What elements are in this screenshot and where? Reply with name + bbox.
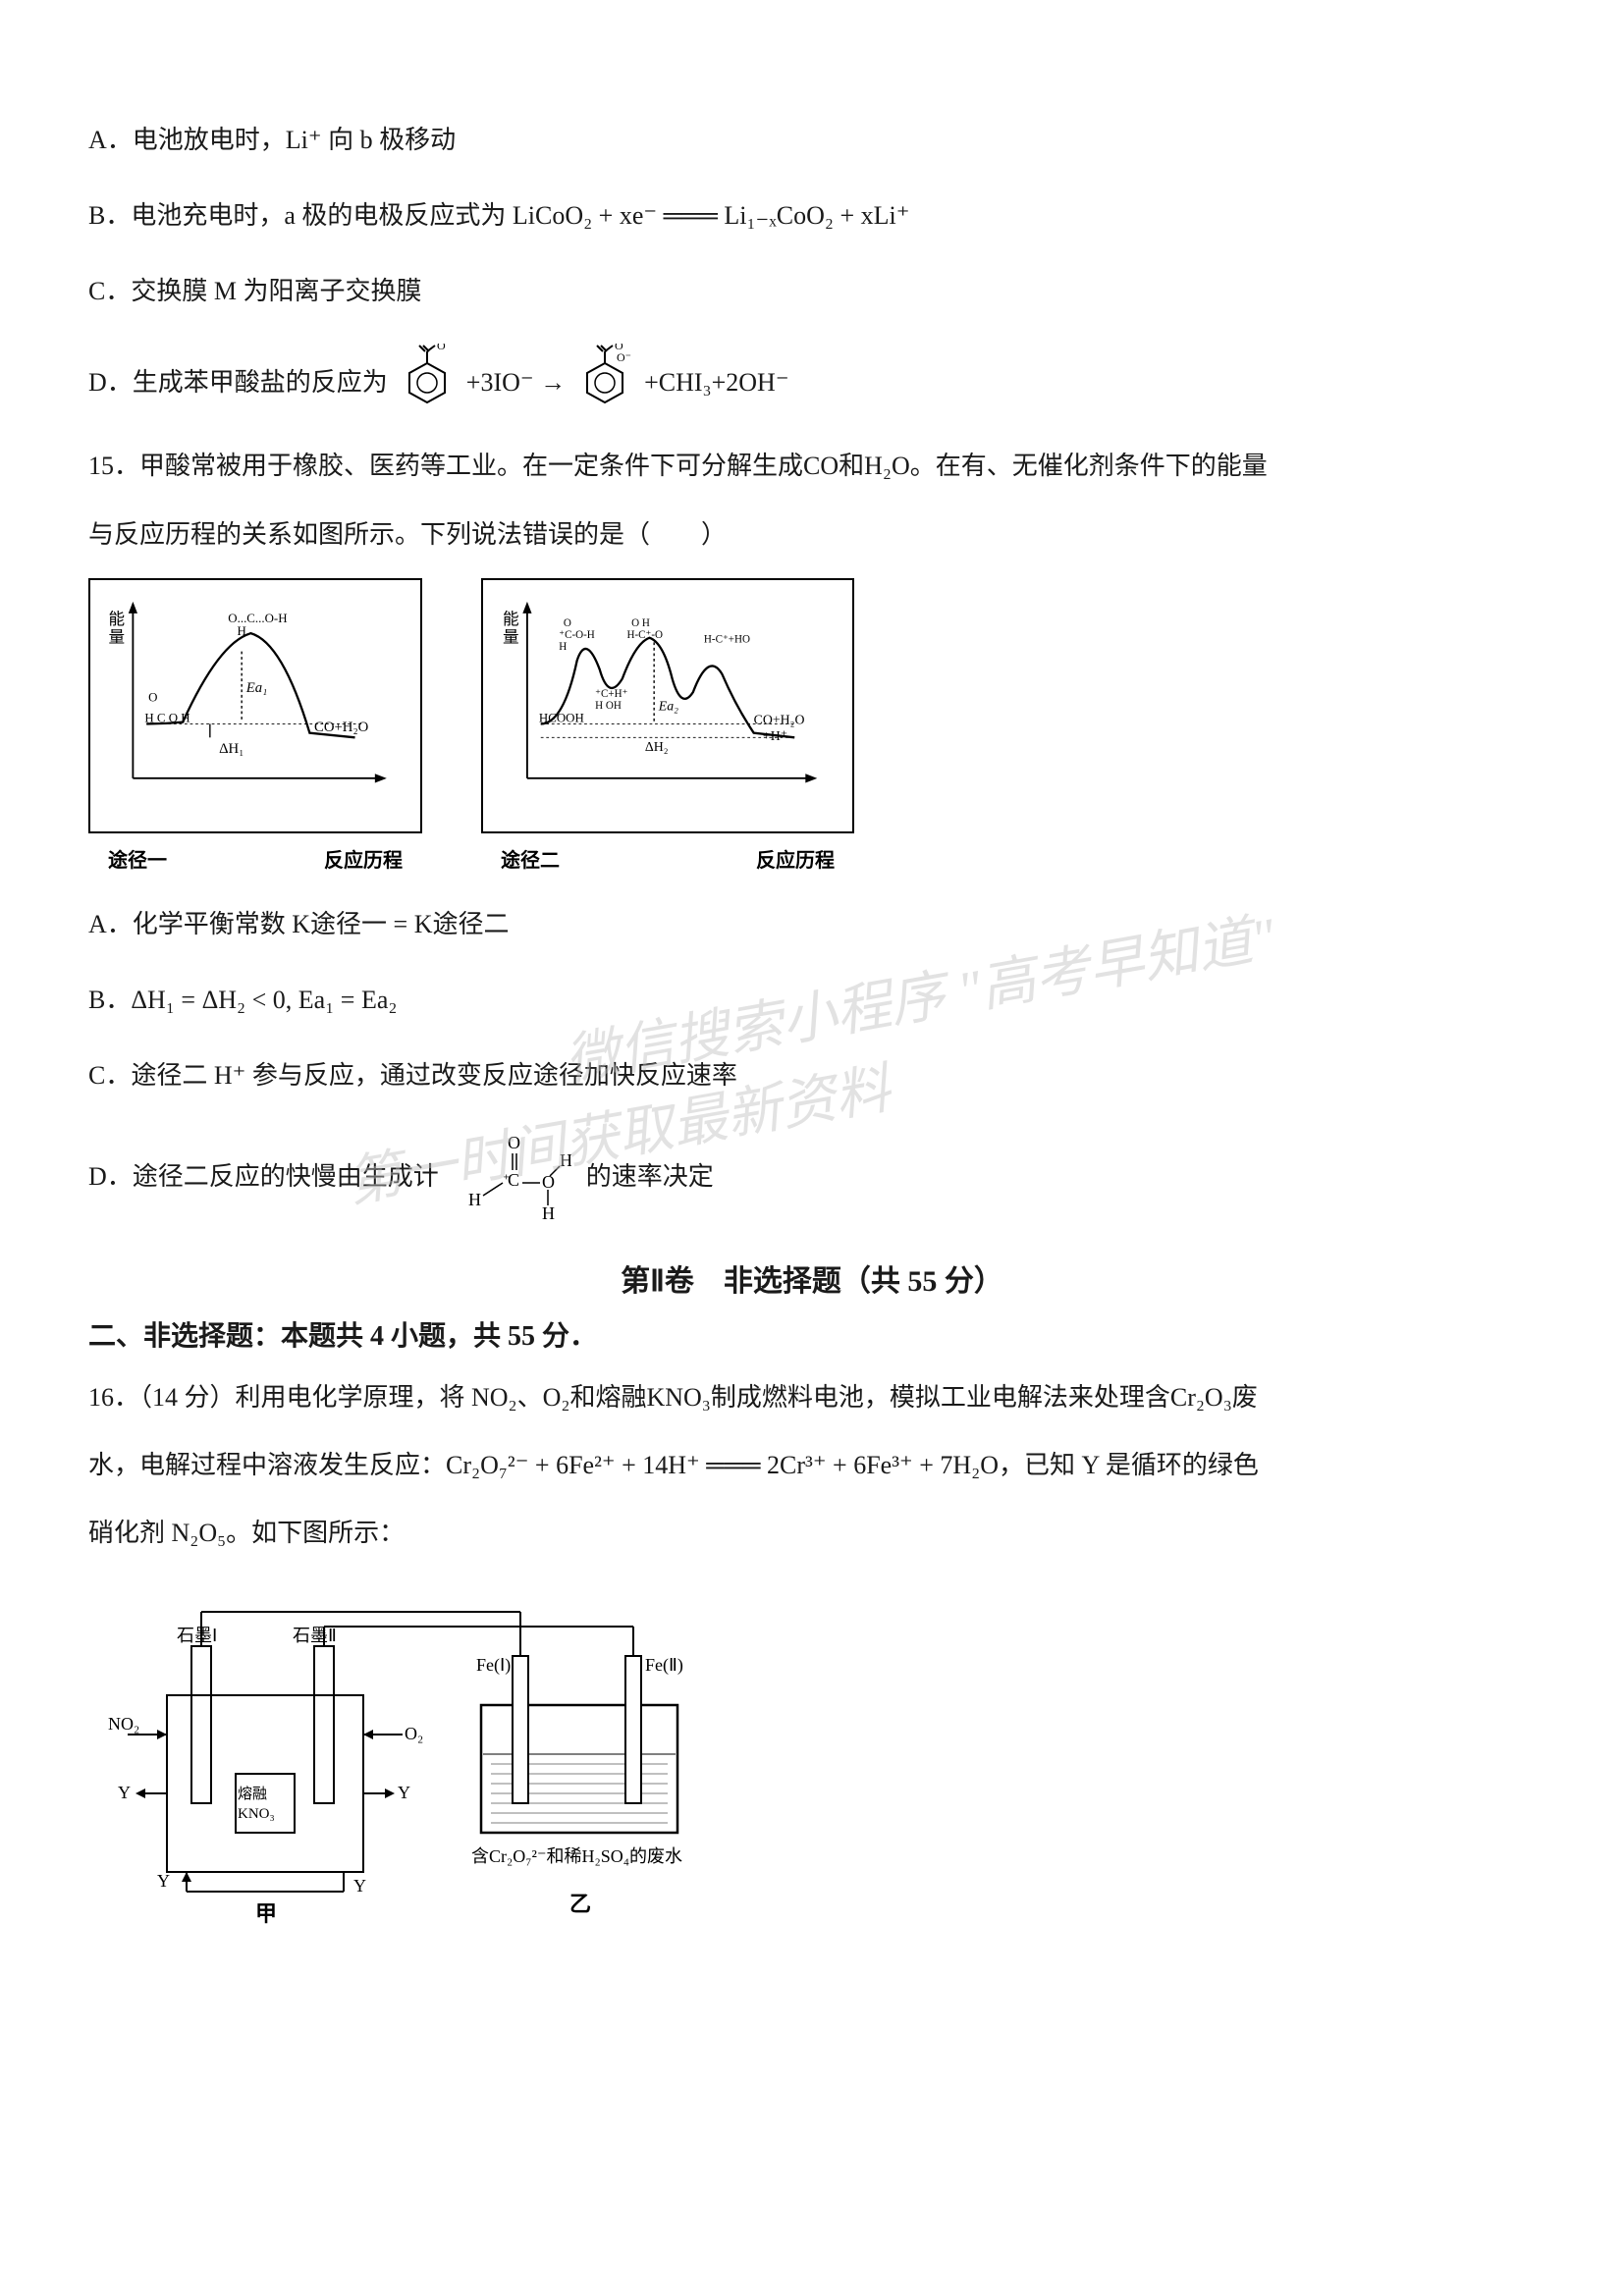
electrolysis-diagram: 石墨Ⅰ 石墨Ⅱ 熔融 KNO₃ NO₂ O₂ Y Y Y Y 甲 bbox=[88, 1577, 1536, 1936]
question-16-line2: 水，电解过程中溶液发生反应：Cr₂O₇²⁻ + 6Fe²⁺ + 14H⁺ ═══… bbox=[88, 1441, 1536, 1489]
svg-text:O: O bbox=[437, 344, 446, 352]
option-14d-prefix: D．生成苯甲酸盐的反应为 bbox=[88, 360, 388, 406]
svg-text:乙: 乙 bbox=[569, 1892, 591, 1916]
intermediate-structure-icon: O C ⁺ H O H H bbox=[454, 1129, 571, 1227]
svg-text:ΔH₁: ΔH₁ bbox=[219, 741, 244, 757]
question-16-line1: 16．（14 分）利用电化学原理，将 NO₂、O₂和熔融KNO₃制成燃料电池，模… bbox=[88, 1373, 1536, 1421]
svg-text:H: H bbox=[559, 641, 567, 653]
question-15-stem1: 15．甲酸常被用于橡胶、医药等工业。在一定条件下可分解生成CO和H₂O。在有、无… bbox=[88, 442, 1536, 490]
svg-text:O: O bbox=[564, 617, 571, 629]
svg-text:H-C⁺+HO: H-C⁺+HO bbox=[704, 634, 750, 646]
svg-text:熔融: 熔融 bbox=[238, 1786, 267, 1802]
energy-diagram-2-svg: 能 量 O ⁺C-O-H H O H H-C⁺-O H-C⁺+HO ⁺C+H⁺ … bbox=[481, 578, 854, 833]
benzene-structure-2-icon: O O⁻ bbox=[566, 344, 644, 422]
svg-text:+H⁺: +H⁺ bbox=[763, 728, 787, 743]
svg-text:量: 量 bbox=[503, 628, 519, 647]
svg-text:NO₂: NO₂ bbox=[108, 1714, 139, 1734]
svg-text:O: O bbox=[148, 690, 157, 705]
svg-text:H: H bbox=[560, 1150, 571, 1170]
svg-text:O: O bbox=[508, 1133, 520, 1152]
svg-text:⁺: ⁺ bbox=[503, 1173, 510, 1188]
svg-text:HCOOH: HCOOH bbox=[539, 711, 584, 725]
svg-text:O₂: O₂ bbox=[405, 1724, 423, 1743]
svg-text:Fe(Ⅱ): Fe(Ⅱ) bbox=[645, 1655, 683, 1676]
svg-text:ΔH₂: ΔH₂ bbox=[645, 739, 669, 754]
option-14d: D．生成苯甲酸盐的反应为 O +3IO⁻ → O O⁻ +CHI₃+2OH⁻ bbox=[88, 344, 1536, 422]
section-2-subtitle: 二、非选择题：本题共 4 小题，共 55 分． bbox=[88, 1314, 1536, 1354]
svg-text:O: O bbox=[542, 1172, 555, 1192]
svg-text:O H: O H bbox=[631, 617, 650, 629]
option-14d-mid: +3IO⁻ → bbox=[466, 360, 566, 406]
option-14b-text: B．电池充电时，a 极的电极反应式为 LiCoO bbox=[88, 201, 583, 230]
option-14c: C．交换膜 M 为阳离子交换膜 bbox=[88, 269, 1536, 315]
option-15a: A．化学平衡常数 K途径一 = K途径二 bbox=[88, 902, 1536, 948]
svg-text:Y: Y bbox=[353, 1876, 366, 1896]
energy-diagram-1: 能 量 O H C O H O...C...O-H H Ea₁ ΔH₁ CO+H… bbox=[88, 578, 422, 873]
energy-diagrams-container: 能 量 O H C O H O...C...O-H H Ea₁ ΔH₁ CO+H… bbox=[88, 578, 1536, 873]
svg-text:H C O H: H C O H bbox=[144, 711, 189, 725]
svg-text:量: 量 bbox=[108, 628, 125, 647]
section-2-title: 第Ⅱ卷 非选择题（共 55 分） bbox=[88, 1256, 1536, 1300]
diagram2-path-label: 途径二 bbox=[501, 844, 560, 873]
svg-text:⁺C-O-H: ⁺C-O-H bbox=[559, 629, 595, 641]
diagram1-ylabel: 能 bbox=[108, 610, 125, 628]
option-14b-chem: ₂ + xe⁻ ═══ Li₁₋ₓCoO₂ + xLi⁺ bbox=[583, 201, 909, 230]
diagram1-path-label: 途径一 bbox=[108, 844, 167, 873]
question-15-stem2: 与反应历程的关系如图所示。下列说法错误的是（ ） bbox=[88, 510, 1536, 559]
svg-text:Y: Y bbox=[118, 1783, 131, 1802]
diagram1-xlabel: 反应历程 bbox=[324, 844, 403, 873]
svg-text:Ea₂: Ea₂ bbox=[658, 699, 678, 714]
svg-text:能: 能 bbox=[503, 610, 519, 628]
energy-diagram-2: 能 量 O ⁺C-O-H H O H H-C⁺-O H-C⁺+HO ⁺C+H⁺ … bbox=[481, 578, 854, 873]
diagram2-xlabel: 反应历程 bbox=[756, 844, 835, 873]
svg-text:Y: Y bbox=[157, 1871, 170, 1891]
svg-text:Ea₁: Ea₁ bbox=[245, 680, 268, 696]
svg-text:⁺C+H⁺: ⁺C+H⁺ bbox=[595, 688, 627, 700]
svg-text:CO+H₂O: CO+H₂O bbox=[314, 720, 369, 735]
svg-text:O⁻: O⁻ bbox=[617, 350, 631, 364]
svg-text:CO+H₂O: CO+H₂O bbox=[754, 713, 805, 727]
svg-text:KNO₃: KNO₃ bbox=[238, 1806, 275, 1822]
option-15d-prefix: D．途径二反应的快慢由生成计 bbox=[88, 1154, 439, 1201]
energy-diagram-1-svg: 能 量 O H C O H O...C...O-H H Ea₁ ΔH₁ CO+H… bbox=[88, 578, 422, 833]
option-14b: B．电池充电时，a 极的电极反应式为 LiCoO₂ + xe⁻ ═══ Li₁₋… bbox=[88, 193, 1536, 240]
svg-text:石墨Ⅰ: 石墨Ⅰ bbox=[177, 1626, 217, 1645]
svg-text:Y: Y bbox=[398, 1783, 410, 1802]
svg-text:含Cr₂O₇²⁻和稀H₂SO₄的废水: 含Cr₂O₇²⁻和稀H₂SO₄的废水 bbox=[471, 1846, 682, 1866]
svg-text:H: H bbox=[542, 1203, 555, 1223]
svg-text:H: H bbox=[468, 1190, 481, 1209]
svg-text:H OH: H OH bbox=[595, 700, 622, 712]
option-14a: A．电池放电时，Li⁺ 向 b 极移动 bbox=[88, 118, 1536, 164]
svg-text:H: H bbox=[238, 623, 246, 638]
option-15b: B．ΔH₁ = ΔH₂ < 0, Ea₁ = Ea₂ bbox=[88, 978, 1536, 1024]
option-14d-suffix: +CHI₃+2OH⁻ bbox=[644, 360, 788, 406]
svg-text:石墨Ⅱ: 石墨Ⅱ bbox=[293, 1626, 337, 1645]
svg-text:甲: 甲 bbox=[255, 1901, 277, 1926]
svg-text:H-C⁺-O: H-C⁺-O bbox=[626, 629, 663, 641]
question-16-line3: 硝化剂 N₂O₅。如下图所示： bbox=[88, 1509, 1536, 1557]
option-15c: C．途径二 H⁺ 参与反应，通过改变反应途径加快反应速率 bbox=[88, 1053, 1536, 1099]
benzene-structure-1-icon: O bbox=[388, 344, 466, 422]
svg-text:Fe(Ⅰ): Fe(Ⅰ) bbox=[476, 1655, 511, 1676]
option-15d: D．途径二反应的快慢由生成计 O C ⁺ H O H H 的速率决定 bbox=[88, 1129, 1536, 1227]
option-15d-suffix: 的速率决定 bbox=[586, 1154, 714, 1201]
